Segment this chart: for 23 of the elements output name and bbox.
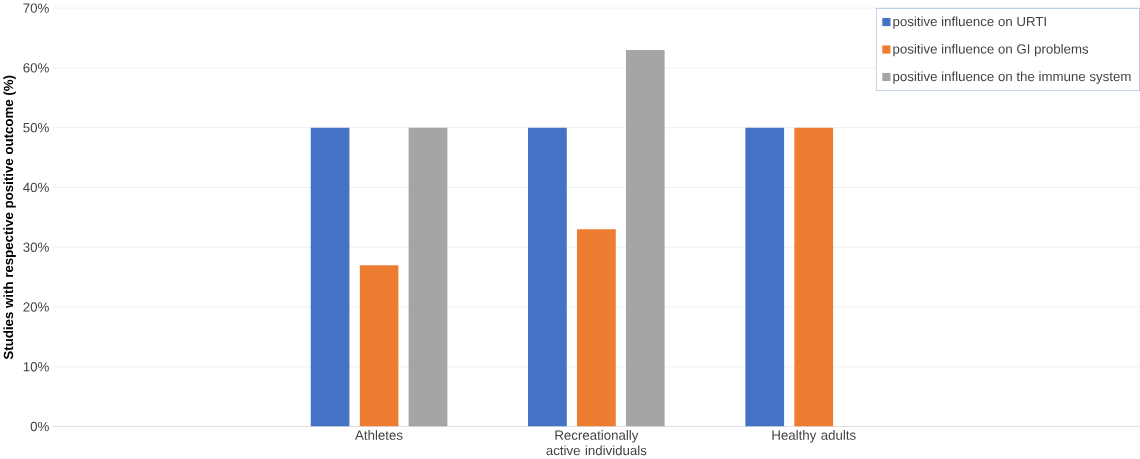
bar — [745, 127, 785, 427]
legend-label: positive influence on GI problems — [893, 44, 1089, 57]
legend-label: positive influence on URTI — [893, 16, 1046, 30]
x-tick-label: Healthy adults — [772, 430, 856, 443]
y-tick-label: 20% — [23, 302, 49, 312]
bar — [359, 265, 399, 427]
bar — [527, 127, 567, 427]
bar — [310, 127, 350, 427]
bar — [625, 50, 665, 427]
y-tick-label: 70% — [23, 3, 49, 13]
x-tick-label: Recreationally active individuals — [546, 430, 647, 456]
y-tick-label: 0% — [30, 422, 49, 432]
bar — [576, 229, 616, 427]
x-tick-label: Athletes — [355, 430, 403, 441]
y-tick-label: 60% — [23, 63, 49, 73]
bar — [794, 127, 834, 427]
y-tick-label: 10% — [23, 362, 49, 372]
y-axis-title: Studies with respective positive outcome (%) — [3, 75, 16, 360]
y-tick-label: 50% — [23, 123, 49, 133]
legend-label: positive influence on the immune system — [893, 71, 1131, 84]
y-tick-label: 30% — [23, 242, 49, 253]
bar — [408, 127, 448, 427]
y-tick-label: 40% — [23, 182, 49, 193]
